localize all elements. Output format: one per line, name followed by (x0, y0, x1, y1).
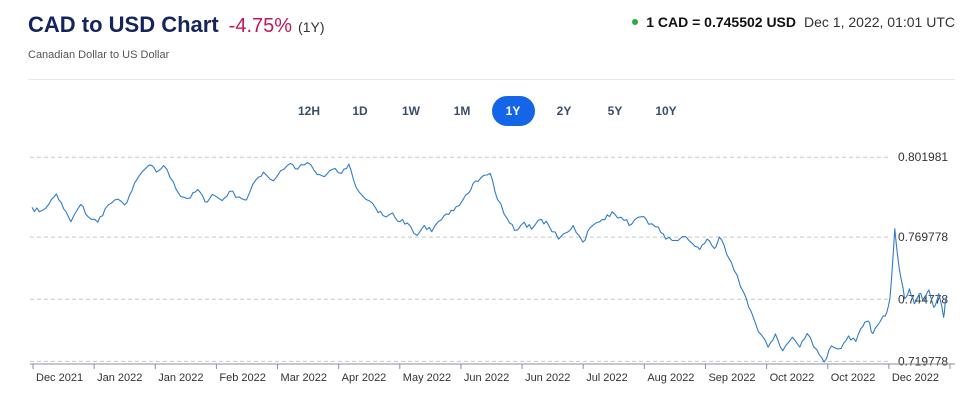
x-tick-label: Dec 2022 (892, 372, 939, 384)
tab-1w[interactable]: 1W (402, 104, 420, 118)
tab-12h[interactable]: 12H (297, 104, 320, 118)
x-tick-label: May 2022 (403, 372, 451, 384)
tab-5y[interactable]: 5Y (607, 104, 623, 118)
tab-2y[interactable]: 2Y (556, 104, 572, 118)
y-tick-label: 0.769778 (898, 230, 948, 244)
x-tick-label: Apr 2022 (342, 372, 387, 384)
title-row: CAD to USD Chart -4.75% (1Y) (28, 12, 325, 38)
rate-value: 1 CAD = 0.745502 USD (646, 14, 797, 30)
current-rate: 1 CAD = 0.745502 USD Dec 1, 2022, 01:01 … (632, 14, 955, 30)
tab-10y[interactable]: 10Y (655, 104, 677, 118)
tab-1y[interactable]: 1Y (491, 96, 535, 126)
page-subtitle: Canadian Dollar to US Dollar (28, 49, 170, 61)
tab-1d[interactable]: 1D (352, 104, 368, 118)
chart-header: CAD to USD Chart -4.75% (1Y) Canadian Do… (28, 12, 955, 72)
x-tick-label: Mar 2022 (281, 372, 327, 384)
gridlines (30, 156, 890, 362)
x-tick-label: Sep 2022 (708, 372, 755, 384)
x-tick-label: Jul 2022 (586, 372, 628, 384)
series-line (31, 162, 947, 363)
x-tick-label: Aug 2022 (647, 372, 694, 384)
timeframe-tabs: 12H 1D 1W 1M 1Y 2Y 5Y 10Y (0, 96, 975, 126)
page-title: CAD to USD Chart (28, 12, 219, 37)
x-tick-label: Jan 2022 (158, 372, 203, 384)
x-tick-label: Feb 2022 (219, 372, 265, 384)
x-tick-label: Jun 2022 (464, 372, 509, 384)
tab-1m[interactable]: 1M (453, 104, 471, 118)
live-status-dot (632, 19, 639, 25)
header-divider (28, 79, 955, 80)
rate-timestamp: Dec 1, 2022, 01:01 UTC (804, 14, 955, 30)
x-tick-label: Jun 2022 (525, 372, 570, 384)
x-tick-label: Dec 2021 (36, 372, 83, 384)
y-tick-label: 0.801981 (898, 150, 948, 164)
period-label: (1Y) (298, 19, 325, 35)
x-tick-label: Oct 2022 (831, 372, 876, 384)
x-axis: Dec 2021 Jan 2022 Jan 2022 Feb 2022 Mar 2022… (30, 363, 955, 384)
y-tick-label: 0.719778 (898, 354, 948, 368)
series (31, 162, 947, 363)
percent-change: -4.75% (228, 15, 293, 37)
x-tick-label: Oct 2022 (770, 372, 815, 384)
x-tick-label: Jan 2022 (97, 372, 142, 384)
